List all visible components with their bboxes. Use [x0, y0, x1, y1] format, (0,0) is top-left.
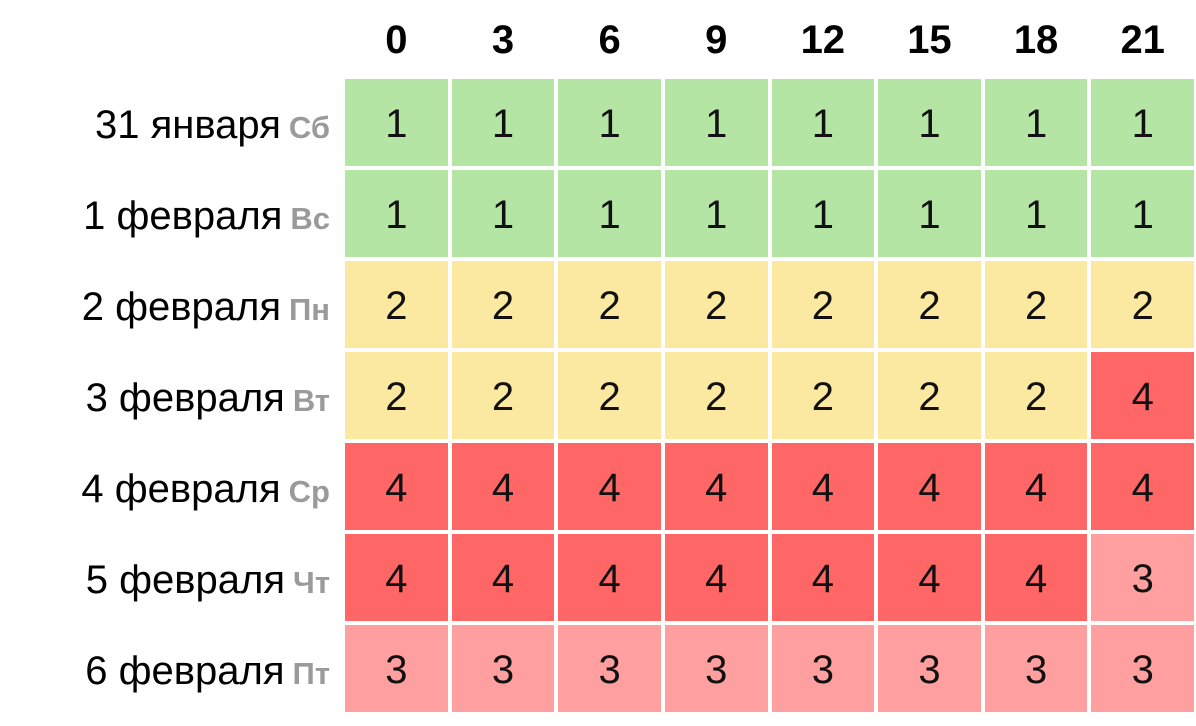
heatmap-cell: 2 [558, 352, 661, 439]
heatmap-cell: 1 [984, 79, 1088, 166]
heatmap-cell: 2 [345, 352, 448, 439]
heatmap-cell: 3 [1091, 534, 1194, 621]
date-label: 3 февраля [85, 376, 285, 420]
heatmap-cell: 2 [771, 352, 875, 439]
heatmap-cell: 3 [984, 625, 1088, 712]
hour-label: 3 [491, 18, 515, 62]
heatmap-cell: 1 [664, 79, 768, 166]
row-label: 2 февраля Пн [0, 261, 330, 348]
date-label: 4 февраля [81, 467, 281, 511]
row-label: 5 февраля Чт [0, 534, 330, 621]
row-label: 4 февраля Ср [0, 443, 330, 530]
hour-label: 9 [705, 18, 728, 62]
hour-label: 12 [800, 18, 846, 62]
hour-header: 0 3 6 9 12 15 18 21 [345, 0, 1194, 79]
heatmap-cell: 2 [771, 261, 875, 348]
heatmap-cell: 2 [878, 352, 981, 439]
heatmap-cell: 2 [664, 352, 768, 439]
heatmap-cell: 3 [878, 625, 981, 712]
heatmap-cell: 4 [771, 443, 875, 530]
row-label: 1 февраля Вс [0, 170, 330, 257]
heatmap-cell: 1 [984, 170, 1088, 257]
date-label: 1 февраля [83, 194, 283, 238]
heatmap-cell: 3 [558, 625, 661, 712]
heatmap-cell: 3 [664, 625, 768, 712]
weekday-label: Сб [288, 110, 330, 145]
heatmap-cell: 4 [345, 534, 448, 621]
heatmap-cell: 1 [558, 170, 661, 257]
heatmap-cell: 3 [451, 625, 555, 712]
heatmap-cell: 4 [1091, 352, 1194, 439]
heatmap-cell: 1 [1091, 79, 1194, 166]
heatmap-cell: 4 [771, 534, 875, 621]
hour-label: 15 [907, 18, 952, 62]
date-label: 31 января [95, 103, 281, 147]
heatmap-cell: 2 [984, 352, 1088, 439]
heatmap-cell: 1 [878, 170, 981, 257]
date-label: 6 февраля [85, 649, 285, 693]
heatmap-cell: 2 [345, 261, 448, 348]
heatmap-cell: 4 [345, 443, 448, 530]
weekday-label: Пн [288, 292, 330, 327]
row-labels: 31 января Сб 1 февраля Вс 2 февраля Пн 3 февра… [0, 79, 330, 716]
heatmap-cell: 2 [878, 261, 981, 348]
heatmap-cell: 2 [1091, 261, 1194, 348]
weekday-label: Ср [288, 474, 330, 509]
heatmap-cell: 4 [984, 443, 1088, 530]
date-label: 5 февраля [85, 558, 286, 602]
heatmap-cell: 2 [558, 261, 661, 348]
weekday-label: Вт [292, 383, 330, 418]
heatmap-cell: 2 [984, 261, 1088, 348]
heatmap-cell: 4 [664, 534, 768, 621]
row-label: 3 февраля Вт [0, 352, 330, 439]
heatmap-cell: 1 [345, 79, 448, 166]
row-label: 6 февраля Пт [0, 625, 330, 712]
heatmap-cell: 4 [1091, 443, 1194, 530]
heatmap-cell: 4 [558, 534, 661, 621]
heatmap-cell: 4 [451, 443, 555, 530]
heatmap-cell: 1 [664, 170, 768, 257]
heatmap-cell: 4 [984, 534, 1088, 621]
heatmap-cell: 1 [345, 170, 448, 257]
heatmap-cell: 1 [771, 79, 875, 166]
hour-label: 21 [1120, 18, 1165, 62]
weekday-label: Чт [293, 565, 330, 600]
heatmap-cell: 4 [664, 443, 768, 530]
heatmap-cell: 1 [451, 79, 555, 166]
heatmap-cell: 1 [878, 79, 981, 166]
heatmap-cell: 1 [771, 170, 875, 257]
heatmap-cell: 2 [451, 261, 555, 348]
heatmap-cell: 2 [664, 261, 768, 348]
hour-label: 18 [1013, 18, 1059, 62]
heatmap-cell: 3 [771, 625, 875, 712]
heatmap-cell: 1 [1091, 170, 1194, 257]
weekday-label: Вс [290, 201, 330, 236]
weekday-label: Пт [292, 656, 330, 691]
date-label: 2 февраля [81, 285, 281, 329]
heatmap-cell: 4 [878, 534, 981, 621]
heatmap-cell: 4 [878, 443, 981, 530]
heatmap-cell: 1 [558, 79, 661, 166]
heatmap-cell: 3 [1091, 625, 1194, 712]
hour-label: 6 [598, 18, 621, 62]
heatmap-cell: 2 [451, 352, 555, 439]
heatmap-cell: 3 [345, 625, 448, 712]
heatmap-cell: 4 [558, 443, 661, 530]
heatmap-cell: 1 [451, 170, 555, 257]
hour-label: 0 [385, 18, 408, 62]
row-label: 31 января Сб [0, 79, 330, 166]
heatmap-cell: 4 [451, 534, 555, 621]
